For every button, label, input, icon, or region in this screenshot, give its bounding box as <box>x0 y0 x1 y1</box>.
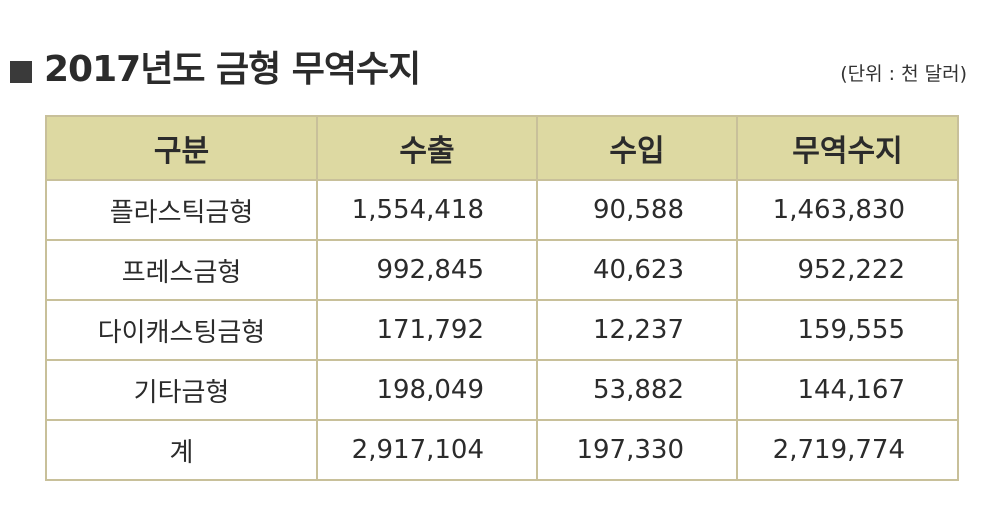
table-header: 구분 수출 수입 무역수지 <box>45 115 959 181</box>
import-value: 12,237 <box>536 299 738 361</box>
page-header: 2017년도 금형 무역수지 (단위 : 천 달러) <box>10 44 985 96</box>
table-row: 프레스금형 992,845 40,623 952,222 <box>45 239 959 301</box>
title-bullet-square <box>10 61 32 83</box>
table-row: 다이캐스팅금형 171,792 12,237 159,555 <box>45 299 959 361</box>
header-row: 구분 수출 수입 무역수지 <box>45 115 959 181</box>
header-import: 수입 <box>536 115 738 181</box>
header-trade-balance: 무역수지 <box>736 115 959 181</box>
total-balance-value: 2,719,774 <box>736 419 959 481</box>
trade-balance-table-container: 구분 수출 수입 무역수지 플라스틱금형 1,554,418 90,588 1,… <box>45 115 959 481</box>
export-value: 992,845 <box>316 239 538 301</box>
import-value: 53,882 <box>536 359 738 421</box>
table-body: 플라스틱금형 1,554,418 90,588 1,463,830 프레스금형 … <box>45 179 959 481</box>
row-label: 프레스금형 <box>45 239 318 301</box>
export-value: 171,792 <box>316 299 538 361</box>
export-value: 198,049 <box>316 359 538 421</box>
table-row-total: 계 2,917,104 197,330 2,719,774 <box>45 419 959 481</box>
total-export-value: 2,917,104 <box>316 419 538 481</box>
balance-value: 1,463,830 <box>736 179 959 241</box>
balance-value: 159,555 <box>736 299 959 361</box>
row-label: 플라스틱금형 <box>45 179 318 241</box>
total-label: 계 <box>45 419 318 481</box>
table-row: 기타금형 198,049 53,882 144,167 <box>45 359 959 421</box>
balance-value: 144,167 <box>736 359 959 421</box>
balance-value: 952,222 <box>736 239 959 301</box>
trade-balance-table: 구분 수출 수입 무역수지 플라스틱금형 1,554,418 90,588 1,… <box>45 115 959 481</box>
header-category: 구분 <box>45 115 318 181</box>
total-import-value: 197,330 <box>536 419 738 481</box>
table-row: 플라스틱금형 1,554,418 90,588 1,463,830 <box>45 179 959 241</box>
unit-note: (단위 : 천 달러) <box>840 63 967 85</box>
import-value: 90,588 <box>536 179 738 241</box>
header-export: 수출 <box>316 115 538 181</box>
export-value: 1,554,418 <box>316 179 538 241</box>
page-title: 2017년도 금형 무역수지 <box>44 49 421 90</box>
row-label: 다이캐스팅금형 <box>45 299 318 361</box>
import-value: 40,623 <box>536 239 738 301</box>
row-label: 기타금형 <box>45 359 318 421</box>
